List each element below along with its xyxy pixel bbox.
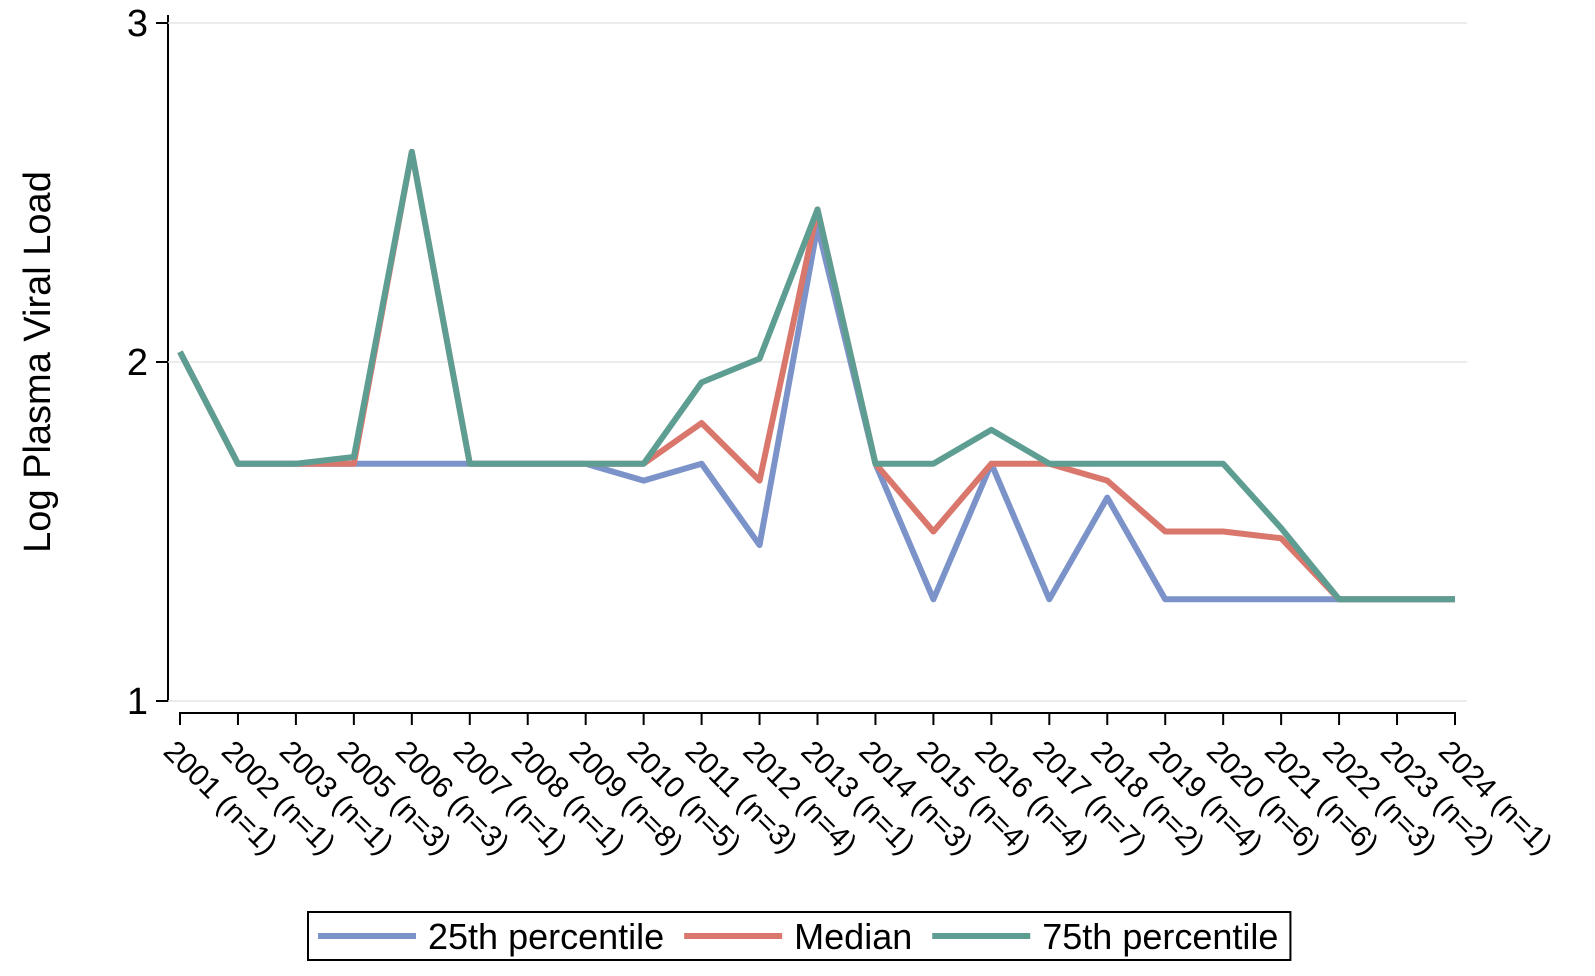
legend: 25th percentile Median 75th percentile bbox=[307, 911, 1292, 961]
y-tick-label: 1 bbox=[127, 681, 148, 723]
legend-box bbox=[307, 911, 1292, 961]
y-axis-title: Log Plasma Viral Load bbox=[17, 171, 59, 553]
series-line bbox=[177, 223, 1455, 603]
legend-label: Median bbox=[794, 916, 912, 957]
legend-label: 75th percentile bbox=[1042, 916, 1278, 957]
y-tick-label: 2 bbox=[127, 342, 148, 384]
legend-label: 25th percentile bbox=[428, 916, 664, 957]
y-tick-label: 3 bbox=[127, 3, 148, 45]
series-line bbox=[177, 148, 1455, 603]
